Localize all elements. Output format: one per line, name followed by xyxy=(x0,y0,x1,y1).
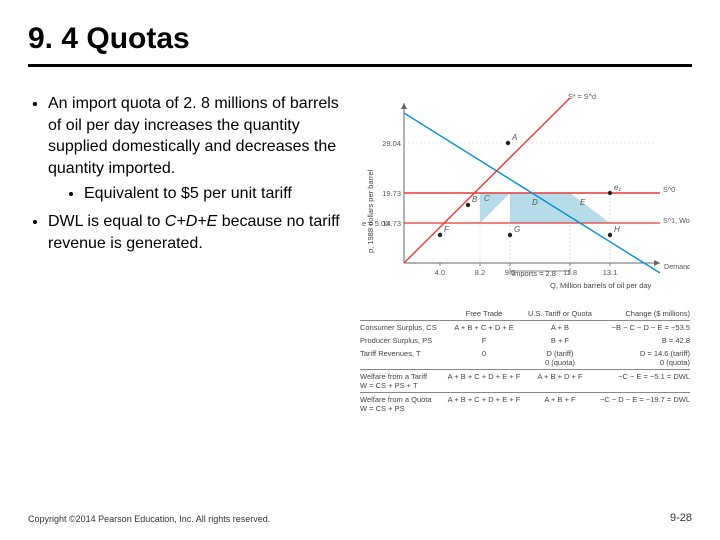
table-cell: D = 14.6 (tariff) 0 (quota) xyxy=(598,347,690,370)
svg-text:e₁: e₁ xyxy=(614,183,621,192)
table-header: Free Trade U.S. Tariff or Quota Change (… xyxy=(360,307,690,321)
y-axis-label: p, 1988 dollars per barrel xyxy=(366,170,375,253)
table-cell: A + B + C + D + E + F xyxy=(446,370,522,393)
table-cell: Welfare from a Tariff W = CS + PS + T xyxy=(360,370,446,393)
table-cell: F xyxy=(446,334,522,347)
th-change: Change ($ millions) xyxy=(598,307,690,321)
bullet-1-sub: Equivalent to $5 per unit tariff xyxy=(48,183,346,205)
x-axis-label: Q, Million barrels of oil per day xyxy=(550,281,651,290)
table-cell: 0 xyxy=(446,347,522,370)
table-row: Welfare from a Quota W = CS + PSA + B + … xyxy=(360,393,690,416)
table-cell: Tariff Revenues, T xyxy=(360,347,446,370)
table-cell: −C − E = −5.1 = DWL xyxy=(598,370,690,393)
table-cell: A + B + C + D + E + F xyxy=(446,393,522,416)
svg-text:S^1, World price: S^1, World price xyxy=(663,216,690,225)
th-blank xyxy=(360,307,446,321)
svg-text:A: A xyxy=(511,133,517,142)
footer: Copyright ©2014 Pearson Education, Inc. … xyxy=(28,512,692,524)
svg-text:E: E xyxy=(580,198,586,207)
page-number: 9-28 xyxy=(670,512,692,524)
svg-text:C: C xyxy=(484,194,490,203)
table-body: Consumer Surplus, CSA + B + C + D + EA +… xyxy=(360,321,690,370)
svg-text:H: H xyxy=(614,225,620,234)
bullet-2-em: C+D+E xyxy=(165,213,217,230)
svg-text:8.2: 8.2 xyxy=(475,268,485,277)
body-row: An import quota of 2. 8 millions of barr… xyxy=(28,93,692,415)
table-cell: Producer Surplus, PS xyxy=(360,334,446,347)
svg-text:S* = S^d: S* = S^d xyxy=(568,93,596,101)
table-cell: D (tariff) 0 (quota) xyxy=(522,347,598,370)
table-cell: A + B + C + D + E xyxy=(446,321,522,335)
table-row: Producer Surplus, PSFB + FB = 42.8 xyxy=(360,334,690,347)
svg-text:19.73: 19.73 xyxy=(382,189,401,198)
bullet-1-text: An import quota of 2. 8 millions of barr… xyxy=(48,95,339,177)
table-cell: B = 42.8 xyxy=(598,334,690,347)
imports-label: Imports = 2.8 xyxy=(512,269,556,278)
bullet-2: DWL is equal to C+D+E because no tariff … xyxy=(48,211,346,254)
table-row: Welfare from a Tariff W = CS + PS + TA +… xyxy=(360,370,690,393)
table-body-sep: Welfare from a Tariff W = CS + PS + TA +… xyxy=(360,370,690,416)
bullet-list: An import quota of 2. 8 millions of barr… xyxy=(28,93,346,254)
title-rule xyxy=(28,64,692,67)
table-cell: A + B xyxy=(522,321,598,335)
table-cell: Consumer Surplus, CS xyxy=(360,321,446,335)
svg-text:S^0: S^0 xyxy=(663,185,675,194)
text-column: An import quota of 2. 8 millions of barr… xyxy=(28,93,346,415)
table-row: Tariff Revenues, T0D (tariff) 0 (quota)D… xyxy=(360,347,690,370)
table-cell: Welfare from a Quota W = CS + PS xyxy=(360,393,446,416)
svg-text:B: B xyxy=(472,195,478,204)
econ-chart: 14.73e = 5.0019.7329.044.08.29.011.813.1… xyxy=(360,93,690,303)
bullet-1a: Equivalent to $5 per unit tariff xyxy=(84,183,346,205)
svg-text:4.0: 4.0 xyxy=(435,268,445,277)
table-cell: B + F xyxy=(522,334,598,347)
svg-text:Demand: Demand xyxy=(664,262,690,271)
copyright-text: Copyright ©2014 Pearson Education, Inc. … xyxy=(28,514,270,524)
table-cell: −B − C − D − E = −53.5 xyxy=(598,321,690,335)
svg-text:D: D xyxy=(532,198,538,207)
th-quota: U.S. Tariff or Quota xyxy=(522,307,598,321)
table-row: Consumer Surplus, CSA + B + C + D + EA +… xyxy=(360,321,690,335)
th-free: Free Trade xyxy=(446,307,522,321)
svg-text:G: G xyxy=(514,225,520,234)
svg-text:13.1: 13.1 xyxy=(603,268,618,277)
welfare-table: Free Trade U.S. Tariff or Quota Change (… xyxy=(360,307,690,415)
bullet-1: An import quota of 2. 8 millions of barr… xyxy=(48,93,346,205)
figure-column: 14.73e = 5.0019.7329.044.08.29.011.813.1… xyxy=(360,93,690,415)
svg-text:29.04: 29.04 xyxy=(382,139,401,148)
bullet-2-pre: DWL is equal to xyxy=(48,213,165,230)
slide: 9. 4 Quotas An import quota of 2. 8 mill… xyxy=(0,0,720,540)
table-cell: −C − D − E = −19.7 = DWL xyxy=(598,393,690,416)
slide-title: 9. 4 Quotas xyxy=(28,22,692,56)
table-cell: A + B + D + F xyxy=(522,370,598,393)
table-cell: A + B + F xyxy=(522,393,598,416)
svg-text:F: F xyxy=(444,225,450,234)
